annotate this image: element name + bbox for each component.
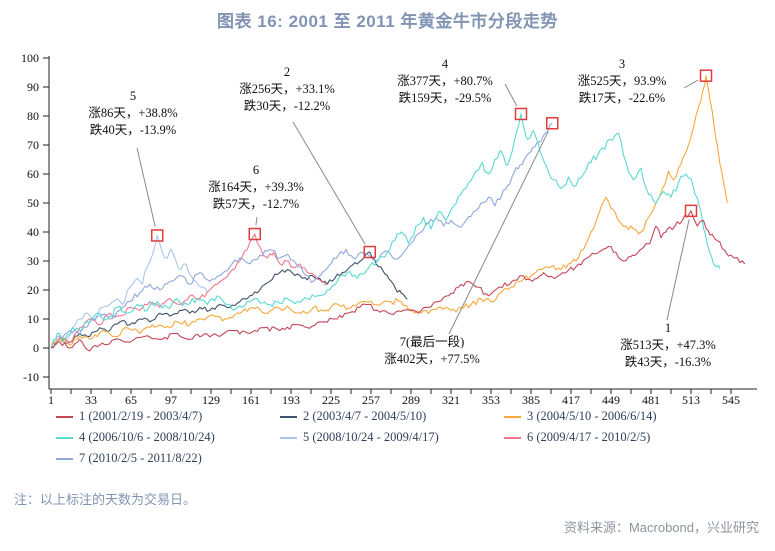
annotation-segment-2: 2 涨256天，+33.1% 跌30天，-12.2% (192, 64, 382, 115)
series-line-4 (50, 113, 721, 349)
x-tick-label: 513 (682, 393, 700, 407)
legend-label-1: 1 (2001/2/19 - 2003/4/7) (79, 409, 203, 423)
annotation-segment-3: 3 涨525天，93.9% 跌17天，-22.6% (527, 56, 717, 107)
legend-row: 1 (2001/2/19 - 2003/4/7) 2 (2003/4/7 - 20… (56, 406, 770, 427)
peak-marker-2 (363, 245, 376, 259)
annotation-line: 涨377天，+80.7% (397, 74, 493, 88)
annotation-line: 3 (618, 57, 626, 71)
legend-label-5: 5 (2008/10/24 - 2009/4/17) (303, 430, 439, 444)
legend-row: 4 (2006/10/6 - 2008/10/24) 5 (2008/10/24 … (56, 427, 770, 448)
y-tick-label: 30 (27, 254, 39, 268)
y-tick-label: 100 (21, 51, 39, 65)
legend-item-6: 6 (2009/4/17 - 2010/2/5) (504, 430, 728, 445)
legend-item-3: 3 (2004/5/10 - 2006/6/14) (504, 409, 728, 424)
legend-label-3: 3 (2004/5/10 - 2006/6/14) (527, 409, 657, 423)
annotation-line: 跌30天，-12.2% (243, 99, 331, 113)
legend-swatch-1 (56, 415, 73, 418)
callout-line-5 (136, 147, 156, 227)
legend-row: 7 (2010/2/5 - 2011/8/22) (56, 448, 770, 469)
y-tick-label: 70 (27, 138, 39, 152)
annotation-line: 跌17天，-22.6% (578, 91, 666, 105)
legend-swatch-4 (56, 436, 73, 439)
legend-item-1: 1 (2001/2/19 - 2003/4/7) (56, 409, 280, 424)
x-tick-label: 193 (282, 393, 300, 407)
x-tick-label: 289 (402, 393, 420, 407)
legend-label-6: 6 (2009/4/17 - 2010/2/5) (527, 430, 651, 444)
legend-item-7: 7 (2010/2/5 - 2011/8/22) (56, 451, 280, 466)
annotation-line: 涨513天，+47.3% (620, 338, 716, 352)
x-tick-label: 385 (522, 393, 540, 407)
annotation-line: 跌43天，-16.3% (624, 355, 712, 369)
annotation-line: 涨86天，+38.8% (88, 106, 178, 120)
y-tick-label: -10 (23, 370, 39, 384)
legend: 1 (2001/2/19 - 2003/4/7) 2 (2003/4/7 - 20… (56, 406, 770, 469)
annotation-line: 2 (283, 65, 291, 79)
annotation-segment-6: 6 涨164天，+39.3% 跌57天，-12.7% (161, 162, 351, 213)
x-tick-label: 449 (602, 393, 620, 407)
x-tick-label: 129 (202, 393, 220, 407)
series-line-6 (50, 233, 327, 349)
y-tick-label: 20 (27, 283, 39, 297)
annotation-line: 涨256天，+33.1% (239, 82, 335, 96)
x-tick-label: 417 (562, 393, 580, 407)
y-tick-label: 40 (27, 225, 39, 239)
x-tick-label: 33 (85, 393, 97, 407)
legend-item-4: 4 (2006/10/6 - 2008/10/24) (56, 430, 280, 445)
footnote: 注：以上标注的天数为交易日。 (14, 492, 197, 507)
annotation-line: 4 (441, 57, 449, 71)
legend-swatch-5 (280, 436, 297, 439)
source-credit: 资料来源：Macrobond，兴业研究 (563, 520, 759, 535)
annotation-line: 6 (252, 163, 260, 177)
x-tick-label: 545 (722, 393, 740, 407)
annotation-line: 涨402天，+77.5% (384, 352, 480, 366)
annotation-line: 7(最后一段) (399, 335, 465, 349)
x-tick-label: 161 (242, 393, 260, 407)
legend-label-2: 2 (2003/4/7 - 2004/5/10) (303, 409, 427, 423)
peak-marker-1 (684, 204, 698, 218)
annotation-segment-4: 4 涨377天，+80.7% 跌159天，-29.5% (350, 56, 540, 107)
annotation-segment-7: 7(最后一段) 涨402天，+77.5% (337, 334, 527, 368)
annotation-line: 跌40天，-13.9% (89, 123, 177, 137)
annotation-line: 涨525天，93.9% (577, 74, 667, 88)
x-tick-label: 321 (442, 393, 460, 407)
series-line-7 (50, 122, 553, 349)
annotation-line: 跌159天，-29.5% (398, 91, 492, 105)
annotation-line: 涨164天，+39.3% (208, 180, 304, 194)
peak-marker-4 (514, 107, 528, 121)
x-tick-label: 481 (642, 393, 660, 407)
y-tick-label: 60 (27, 167, 39, 181)
y-tick-label: 50 (27, 196, 39, 210)
x-tick-label: 225 (322, 393, 340, 407)
callout-line-1 (666, 219, 690, 321)
annotation-line: 跌57天，-12.7% (212, 197, 300, 211)
annotation-line: 1 (664, 321, 672, 335)
chart-title: 图表 16: 2001 至 2011 年黄金牛市分段走势 (217, 12, 558, 31)
x-tick-label: 257 (362, 393, 380, 407)
legend-swatch-2 (280, 415, 297, 418)
x-tick-label: 65 (125, 393, 137, 407)
legend-swatch-3 (504, 415, 521, 418)
series-line-5 (50, 234, 208, 349)
legend-item-5: 5 (2008/10/24 - 2009/4/17) (280, 430, 504, 445)
peak-marker-6 (248, 227, 261, 241)
x-tick-label: 97 (165, 393, 177, 407)
legend-swatch-7 (56, 457, 73, 460)
legend-label-7: 7 (2010/2/5 - 2011/8/22) (79, 451, 202, 465)
legend-swatch-6 (504, 436, 521, 439)
callout-line-7 (448, 131, 549, 335)
peak-marker-5 (151, 229, 164, 242)
callout-line-6 (255, 216, 258, 226)
annotation-segment-5: 5 涨86天，+38.8% 跌40天，-13.9% (38, 88, 228, 139)
legend-label-4: 4 (2006/10/6 - 2008/10/24) (79, 430, 215, 444)
x-tick-label: 353 (482, 393, 500, 407)
y-tick-label: 10 (27, 312, 39, 326)
annotation-line: 5 (129, 89, 137, 103)
peak-marker-7 (546, 117, 559, 130)
annotation-segment-1: 1 涨513天，+47.3% 跌43天，-16.3% (573, 320, 763, 371)
legend-item-2: 2 (2003/4/7 - 2004/5/10) (280, 409, 504, 424)
y-tick-label: 0 (33, 341, 39, 355)
x-tick-label: 1 (48, 393, 54, 407)
